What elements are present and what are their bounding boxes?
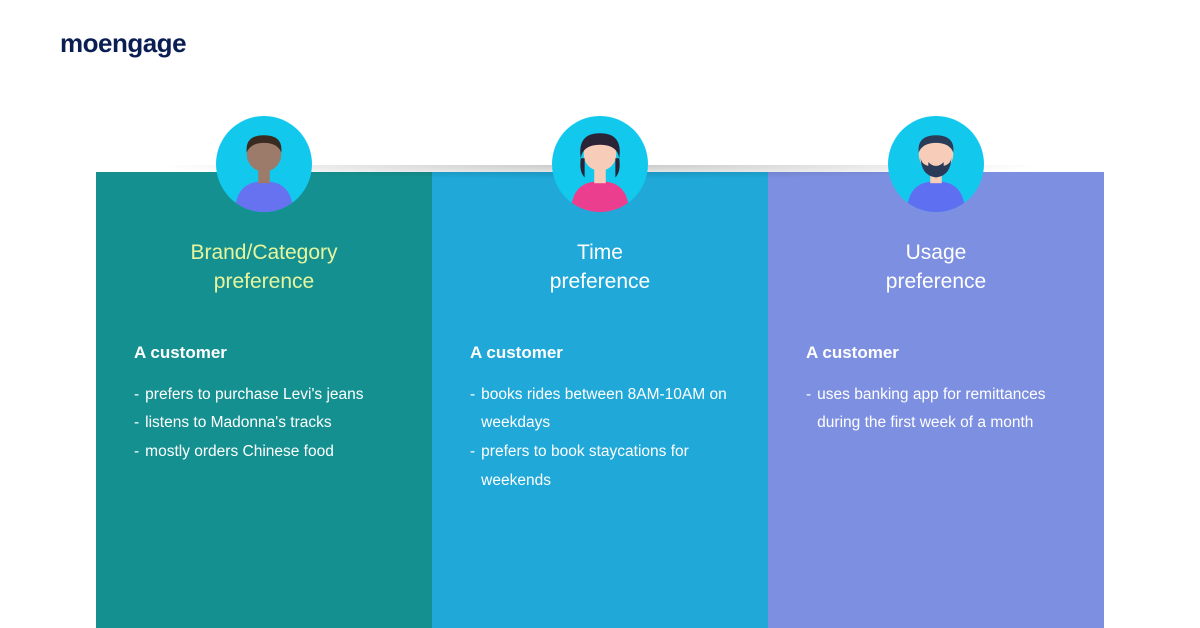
avatar-time [552,116,648,212]
column-title: Usage preference [806,238,1066,297]
list-item: -books rides between 8AM-10AM on weekday… [470,381,730,438]
list-item: -listens to Madonna's tracks [134,409,394,438]
preference-columns: Brand/Category preference A customer -pr… [96,172,1104,628]
brand-logo: moengage [60,28,186,59]
bullet-list: -prefers to purchase Levi's jeans -liste… [134,381,394,467]
list-item: -prefers to book staycations for weekend… [470,438,730,495]
column-brand: Brand/Category preference A customer -pr… [96,172,432,628]
bullet-list: -uses banking app for remittances during… [806,381,1066,438]
avatar-brand [216,116,312,212]
list-item: -mostly orders Chinese food [134,438,394,467]
column-usage: Usage preference A customer -uses bankin… [768,172,1104,628]
column-title: Brand/Category preference [134,238,394,297]
column-subheading: A customer [806,343,1066,363]
brand-logo-text: moengage [60,28,186,58]
avatar-usage [888,116,984,212]
column-subheading: A customer [470,343,730,363]
bullet-list: -books rides between 8AM-10AM on weekday… [470,381,730,496]
list-item: -prefers to purchase Levi's jeans [134,381,394,410]
column-time: Time preference A customer -books rides … [432,172,768,628]
person-icon [552,116,648,212]
person-icon [216,116,312,212]
list-item: -uses banking app for remittances during… [806,381,1066,438]
column-subheading: A customer [134,343,394,363]
person-icon [888,116,984,212]
column-title: Time preference [470,238,730,297]
